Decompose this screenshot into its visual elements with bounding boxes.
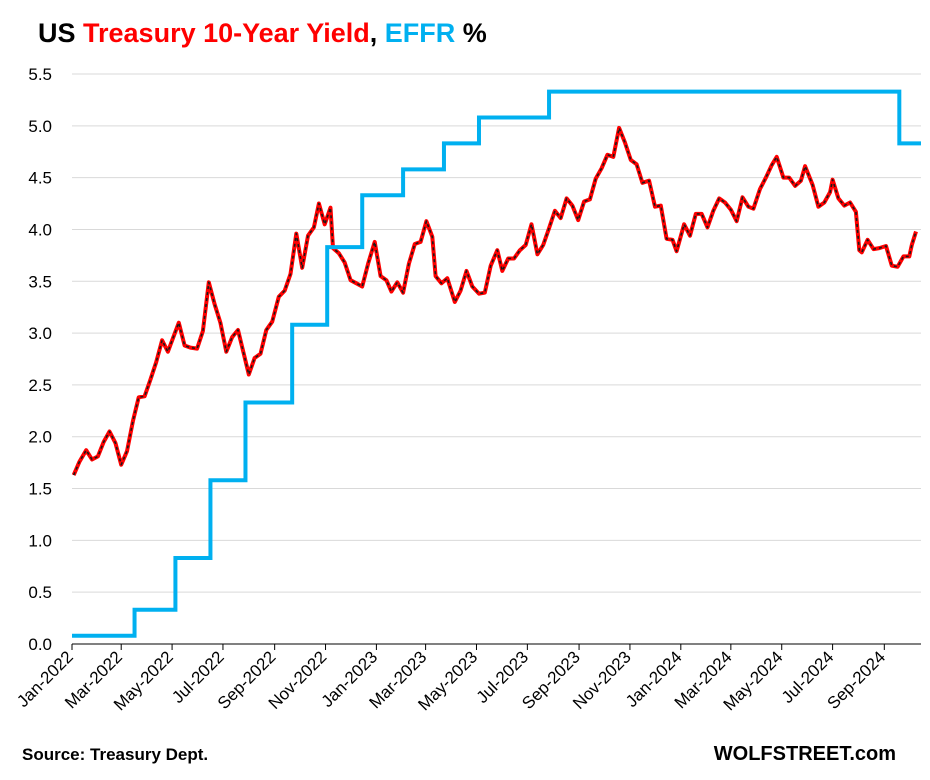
y-tick-label: 3.5 [28, 272, 52, 291]
gridlines [72, 73, 921, 593]
y-tick-label: 5.0 [28, 117, 52, 136]
brand-watermark: WOLFSTREET.com [713, 743, 896, 765]
y-tick-label: 0.0 [28, 635, 52, 654]
source-note: Source: Treasury Dept. [22, 745, 209, 764]
y-tick-label: 2.0 [28, 428, 52, 447]
series-lines [71, 89, 921, 638]
effr-step-line [72, 89, 921, 638]
y-tick-label: 1.5 [28, 480, 52, 499]
title-part-effr: EFFR [384, 18, 456, 48]
treasury-yield-line [71, 125, 918, 476]
x-axis-ticks: Jan-2022Mar-2022May-2022Jul-2022Sep-2022… [13, 644, 889, 714]
y-tick-label: 0.5 [28, 583, 52, 602]
y-tick-label: 1.0 [28, 531, 52, 550]
title-part-unit: % [455, 18, 487, 48]
y-tick-label: 4.5 [28, 169, 52, 188]
title-part-comma: , [369, 18, 385, 48]
y-tick-label: 2.5 [28, 376, 52, 395]
y-tick-label: 3.0 [28, 324, 52, 343]
chart-title: US Treasury 10-Year Yield, EFFR % [38, 18, 487, 49]
title-part-prefix: US [38, 18, 84, 48]
y-tick-label: 4.0 [28, 220, 52, 239]
y-axis-ticks: 0.0 0.5 1.0 1.5 2.0 2.5 3.0 3.5 4.0 4.5 5.0 5.5 [28, 65, 52, 654]
y-tick-label: 5.5 [28, 65, 52, 84]
title-part-treasury: Treasury 10-Year Yield [83, 18, 370, 48]
